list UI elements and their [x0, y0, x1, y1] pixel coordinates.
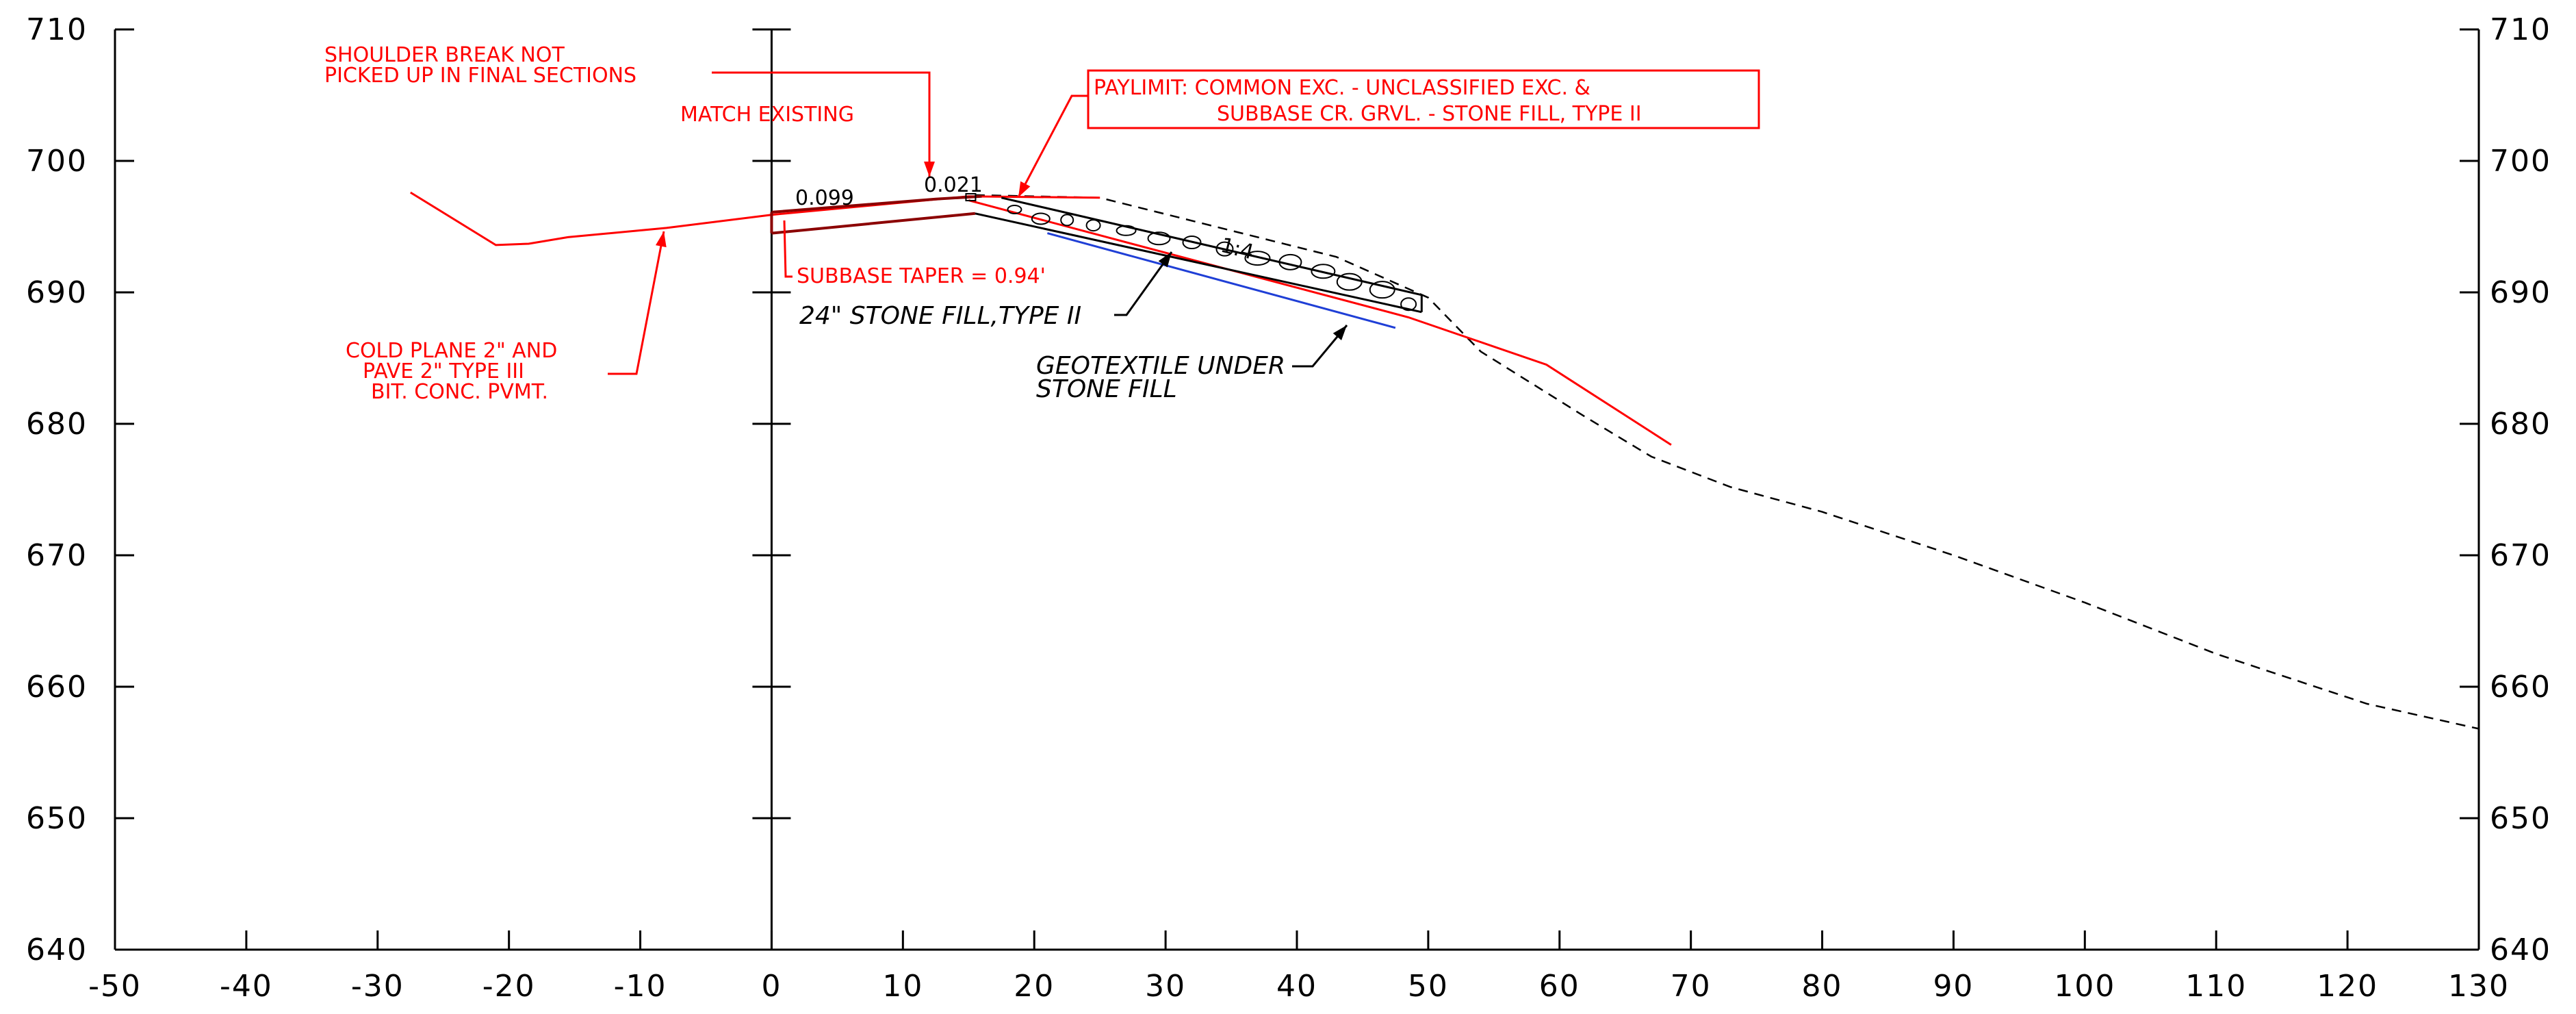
- x-tick-label: 130: [2448, 969, 2510, 1004]
- stone-shape: [1060, 214, 1074, 227]
- slope-label-0099: 0.099: [795, 186, 854, 210]
- y-tick-label-left: 650: [26, 801, 88, 836]
- cold-plane-note-line1: COLD PLANE 2" AND: [346, 339, 557, 363]
- y-tick-label-left: 690: [26, 275, 88, 310]
- y-tick-label-right: 650: [2490, 801, 2551, 836]
- geotextile-note-line2: STONE FILL: [1036, 375, 1177, 403]
- y-tick-label-right: 680: [2490, 407, 2551, 442]
- subbase-taper-note: SUBBASE TAPER = 0.94': [797, 264, 1046, 288]
- cold-plane-note-line2: PAVE 2" TYPE III: [363, 359, 524, 383]
- series-existing-ground: [975, 194, 2480, 730]
- x-tick-label: -30: [351, 969, 404, 1004]
- cold-plane-leader: [608, 231, 665, 375]
- stone-shape: [1031, 212, 1051, 225]
- slope-ratio-label: 1:4: [1218, 233, 1256, 265]
- stone-fill-leader: [1114, 251, 1173, 316]
- x-tick-label: 120: [2317, 969, 2378, 1004]
- annotation-leaders: [608, 71, 1348, 375]
- axes: 7107006906806706606506407107006906806706…: [26, 12, 2551, 1004]
- y-tick-label-right: 640: [2490, 933, 2551, 967]
- paylimit-note-line2: SUBBASE CR. GRVL. - STONE FILL, TYPE II: [1217, 102, 1642, 126]
- x-tick-label: -40: [220, 969, 273, 1004]
- stone-shape: [1369, 281, 1395, 299]
- stone-fill-note: 24" STONE FILL,TYPE II: [799, 302, 1081, 330]
- series-proposed-subbase-dark: [771, 212, 976, 235]
- geotextile-leader: [1292, 325, 1348, 368]
- x-tick-label: 40: [1276, 969, 1317, 1004]
- shoulder-break-leader: [712, 71, 931, 177]
- x-tick-label: 100: [2054, 969, 2115, 1004]
- y-tick-label-right: 690: [2490, 275, 2551, 310]
- paylimit-note-line1: PAYLIMIT: COMMON EXC. - UNCLASSIFIED EXC…: [1094, 76, 1590, 100]
- x-tick-label: 60: [1539, 969, 1580, 1004]
- stone-fill-pattern: [1007, 205, 1417, 312]
- y-tick-label-right: 670: [2490, 538, 2551, 573]
- x-tick-label: 20: [1014, 969, 1055, 1004]
- stone-shape: [1215, 241, 1234, 257]
- y-tick-label-left: 660: [26, 670, 88, 705]
- cold-plane-leader-arrowhead: [655, 231, 667, 248]
- x-tick-label: 30: [1145, 969, 1186, 1004]
- y-tick-label-left: 680: [26, 407, 88, 442]
- y-tick-label-right: 700: [2490, 144, 2551, 179]
- geotextile-leader-arrowhead: [1332, 325, 1347, 341]
- stone-shape: [1278, 253, 1302, 270]
- shoulder-break-note-line2: PICKED UP IN FINAL SECTIONS: [324, 64, 636, 88]
- paylimit-box: [1087, 69, 1760, 129]
- y-tick-label-left: 640: [26, 933, 88, 967]
- stone-shape: [1007, 205, 1022, 215]
- x-tick-label: -20: [482, 969, 536, 1004]
- stone-shape: [1085, 219, 1101, 232]
- x-tick-label: 80: [1802, 969, 1843, 1004]
- stone-shape: [1147, 231, 1171, 246]
- subbase-taper-leader: [783, 220, 793, 278]
- shoulder-break-marker: [965, 193, 977, 201]
- series-slope-red: [968, 199, 1672, 446]
- y-tick-label-right: 660: [2490, 670, 2551, 705]
- x-tick-label: 50: [1408, 969, 1449, 1004]
- y-tick-label-right: 710: [2490, 12, 2551, 47]
- stone-shape: [1116, 225, 1137, 236]
- paylimit-leader: [1017, 94, 1088, 198]
- match-existing-note: MATCH EXISTING: [680, 103, 854, 127]
- shoulder-break-note-line1: SHOULDER BREAK NOT: [324, 43, 565, 67]
- x-tick-label: 70: [1671, 969, 1712, 1004]
- series-geotextile-line: [1047, 232, 1396, 329]
- series-stone-fill-bottom: [975, 212, 1422, 314]
- y-tick-label-left: 710: [26, 12, 88, 47]
- stone-shape: [1182, 236, 1202, 250]
- y-tick-label-left: 700: [26, 144, 88, 179]
- x-tick-label: -10: [614, 969, 667, 1004]
- x-tick-label: 10: [882, 969, 923, 1004]
- geotextile-note-line1: GEOTEXTILE UNDER: [1036, 352, 1285, 380]
- stone-shape: [1400, 297, 1417, 312]
- slope-label-0021: 0.021: [924, 173, 983, 197]
- stone-shape: [1336, 272, 1363, 291]
- paylimit-leader-arrowhead: [1018, 181, 1031, 197]
- x-tick-label: 110: [2185, 969, 2247, 1004]
- shoulder-break-leader-arrowhead: [924, 162, 935, 177]
- profile-lines: [410, 191, 2480, 730]
- x-tick-label: 90: [1933, 969, 1974, 1004]
- x-tick-label: 0: [761, 969, 782, 1004]
- y-tick-label-left: 670: [26, 538, 88, 573]
- stone-fill-leader-arrowhead: [1158, 252, 1172, 268]
- stone-shape: [1244, 251, 1271, 266]
- series-stone-fill-top: [1001, 197, 1422, 296]
- cold-plane-note-line3: BIT. CONC. PVMT.: [371, 380, 548, 404]
- x-tick-label: -50: [88, 969, 142, 1004]
- stone-shape: [1311, 264, 1336, 279]
